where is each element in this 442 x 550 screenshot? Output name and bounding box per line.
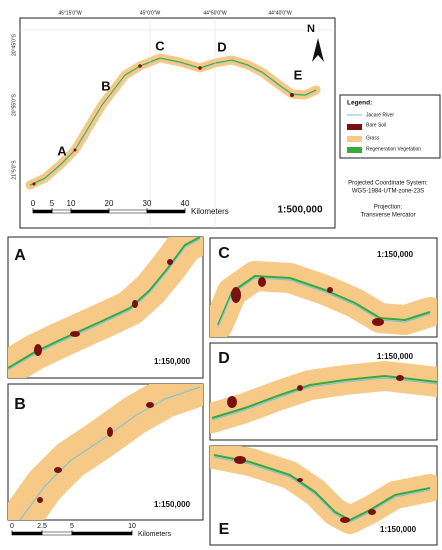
inset-scale: 1:150,000 xyxy=(377,250,414,259)
main-map-river xyxy=(25,53,321,190)
map-scale: 1:500,000 xyxy=(277,205,322,216)
site-label: B xyxy=(101,78,110,93)
scale-tick-label: 0 xyxy=(10,523,14,530)
scale-tick-label: 2.5 xyxy=(37,523,47,530)
scale-segment xyxy=(146,209,186,214)
scale-segment xyxy=(70,209,110,214)
site-label: A xyxy=(57,143,67,158)
legend-swatch xyxy=(347,124,362,130)
scale-segment xyxy=(71,531,133,536)
graticule-label: 20°55'0"S xyxy=(11,93,17,116)
scale-tick-label: 5 xyxy=(70,523,74,530)
north-label: N xyxy=(307,23,315,35)
legend-swatch xyxy=(347,147,362,153)
scale-segment xyxy=(41,531,73,536)
coord-system: WGS-1984-UTM-zone-23S xyxy=(352,189,424,195)
projection: Transverse Mercator xyxy=(360,213,415,219)
inset-label: A xyxy=(14,247,26,264)
legend-item: Grass xyxy=(366,135,380,141)
scale-unit: Kilometers xyxy=(191,207,229,216)
inset-river xyxy=(210,446,437,534)
scale-tick-label: 5 xyxy=(50,199,55,208)
inset-river xyxy=(210,261,437,337)
scale-tick-label: 40 xyxy=(181,199,190,208)
scale-tick-label: 0 xyxy=(31,199,36,208)
main-map-frame xyxy=(19,17,336,229)
inset-river xyxy=(8,237,203,378)
inset-label: C xyxy=(218,245,230,262)
inset-scale: 1:150,000 xyxy=(377,352,414,361)
graticule-label: 44°50'0"W xyxy=(203,10,227,16)
north-arrow xyxy=(312,38,324,62)
site-label: E xyxy=(294,67,303,82)
scale-unit: Kilometers xyxy=(138,531,172,538)
scale-tick-label: 30 xyxy=(143,199,152,208)
legend-item: Regeneration Vegetation xyxy=(366,146,421,152)
coord-system-label: Projected Coordinate System: xyxy=(348,181,428,187)
inset-scale: 1:150,000 xyxy=(154,500,191,509)
graticule-label: 21°5'0"S xyxy=(11,160,17,180)
inset-label: D xyxy=(218,350,230,367)
scale-segment xyxy=(11,531,43,536)
scale-segment xyxy=(108,209,148,214)
graticule-label: 45°15'0"W xyxy=(58,10,82,16)
scale-tick-label: 10 xyxy=(128,523,136,530)
projection-label: Projection: xyxy=(374,205,403,211)
scale-segment xyxy=(51,209,72,214)
scale-tick-label: 20 xyxy=(105,199,114,208)
inset-scale: 1:150,000 xyxy=(380,525,417,534)
legend-title: Legend: xyxy=(347,100,372,107)
inset-river xyxy=(210,361,437,433)
inset-scale: 1:150,000 xyxy=(154,357,191,366)
inset-label: B xyxy=(14,396,26,413)
legend-swatch xyxy=(347,136,362,142)
site-label: D xyxy=(217,39,226,54)
scale-segment xyxy=(32,209,53,214)
inset-label: E xyxy=(219,521,230,538)
scale-tick-label: 10 xyxy=(67,199,76,208)
inset-river xyxy=(8,384,203,520)
graticule-label: 45°0'0"W xyxy=(140,10,161,16)
legend-item: Jacaré River xyxy=(366,112,394,118)
graticule-label: 44°40'0"W xyxy=(268,10,292,16)
legend-item: Bare Soil xyxy=(366,122,386,128)
graticule-label: 20°45'0"S xyxy=(11,33,17,56)
site-label: C xyxy=(155,38,165,53)
